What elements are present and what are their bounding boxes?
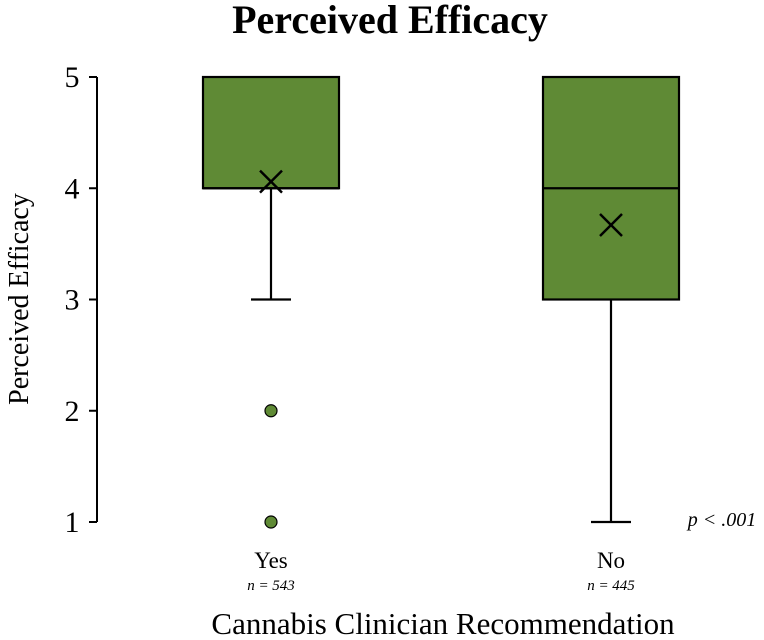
- box-yes: Yes n = 543: [201, 75, 341, 594]
- x-axis-label: Cannabis Clinician Recommendation: [211, 606, 675, 640]
- y-tick-label: 1: [65, 506, 80, 539]
- x-category-label: Yes: [254, 548, 288, 573]
- boxes: Yes n = 543 No n = 445: [201, 75, 681, 594]
- chart-title: Perceived Efficacy: [232, 0, 548, 42]
- outlier-point: [264, 404, 278, 418]
- mean-marker: [259, 169, 283, 194]
- y-tick-label: 2: [65, 395, 80, 428]
- y-tick-label: 4: [65, 172, 80, 205]
- outlier-point: [264, 515, 278, 529]
- y-tick-label: 3: [65, 284, 80, 317]
- p-value-annotation: p < .001: [686, 509, 757, 531]
- sample-size-label: n = 543: [247, 578, 295, 594]
- y-tick-label: 5: [65, 61, 80, 94]
- sample-size-label: n = 445: [587, 578, 635, 594]
- iqr-box: [201, 75, 341, 190]
- x-category-label: No: [597, 548, 625, 573]
- y-ticks: 1 2 3 4 5: [65, 61, 97, 539]
- box-no: No n = 445: [541, 75, 681, 594]
- mean-marker: [599, 213, 623, 237]
- y-axis-label: Perceived Efficacy: [4, 193, 35, 405]
